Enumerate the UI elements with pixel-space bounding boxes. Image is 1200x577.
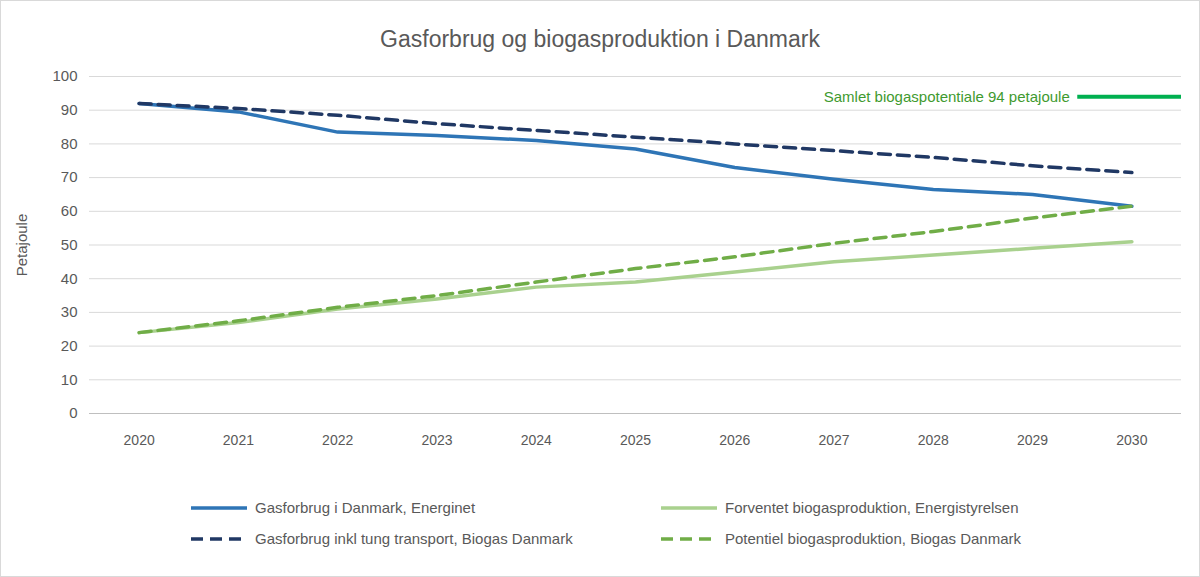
- html-text:Petajoule: Petajoule: [12, 213, 30, 277]
- svg-text:2028: 2028: [918, 432, 949, 448]
- svg-text:Samlet biogaspotentiale 94 pet: Samlet biogaspotentiale 94 petajoule: [824, 88, 1070, 105]
- html-text:Forventet biogasproduktion, En: Forventet biogasproduktion, Energistyrel…: [725, 499, 1019, 516]
- html-text:Gasforbrug i Danmark, Energine: Gasforbrug i Danmark, Energinet: [255, 499, 476, 516]
- svg-text:10: 10: [61, 371, 78, 388]
- svg-text:2030: 2030: [1116, 432, 1147, 448]
- html-text:Gasforbrug inkl tung transport: Gasforbrug inkl tung transport, Biogas D…: [255, 530, 573, 547]
- svg-text:30: 30: [61, 303, 78, 320]
- svg-text:2025: 2025: [620, 432, 651, 448]
- svg-text:90: 90: [61, 101, 78, 118]
- svg-text:100: 100: [52, 67, 77, 84]
- svg-text:60: 60: [61, 202, 78, 219]
- svg-text:2020: 2020: [124, 432, 155, 448]
- svg-text:2022: 2022: [322, 432, 353, 448]
- svg-text:80: 80: [61, 135, 78, 152]
- svg-text:2027: 2027: [818, 432, 849, 448]
- html-text:Gasforbrug og biogasproduktion: Gasforbrug og biogasproduktion i Danmark: [380, 26, 820, 52]
- svg-text:2026: 2026: [719, 432, 750, 448]
- svg-text:2024: 2024: [521, 432, 552, 448]
- svg-text:40: 40: [61, 270, 78, 287]
- svg-text:70: 70: [61, 168, 78, 185]
- svg-text:2021: 2021: [223, 432, 254, 448]
- svg-text:50: 50: [61, 236, 78, 253]
- svg-text:2029: 2029: [1017, 432, 1048, 448]
- svg-text:20: 20: [61, 337, 78, 354]
- svg-text:0: 0: [69, 404, 77, 421]
- svg-text:2023: 2023: [421, 432, 452, 448]
- html-text:Potentiel biogasproduktion, Bi: Potentiel biogasproduktion, Biogas Danma…: [725, 530, 1021, 547]
